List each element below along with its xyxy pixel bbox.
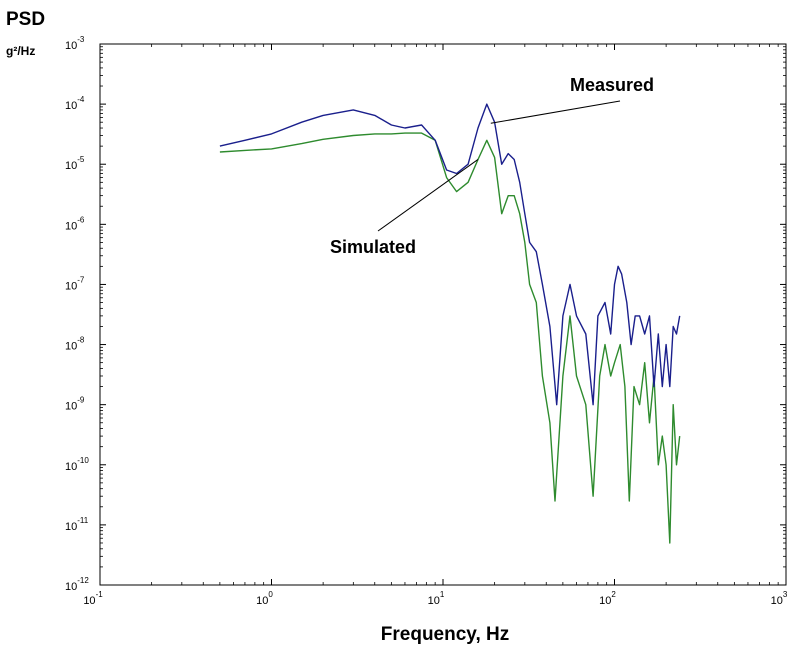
- annotation-group: Measured Simulated: [330, 75, 654, 257]
- tick-group: 10-1 100 101 102 103 10-3 10-4 10-5 10-6 10-7 10-8…: [65, 35, 788, 607]
- y-tick-label: 10-4: [65, 95, 85, 112]
- y-tick-label: 10-12: [65, 576, 89, 593]
- series-line-simulated: [219, 132, 681, 544]
- annotation-leader-simulated: [377, 159, 479, 232]
- x-tick-label: 10-1: [83, 590, 103, 607]
- y-axis-label: g²/Hz: [6, 44, 35, 58]
- y-tick-label: 10-7: [65, 275, 85, 292]
- x-tick-label: 101: [428, 590, 445, 607]
- plot-frame: [99, 43, 787, 586]
- y-tick-label: 10-6: [65, 215, 85, 232]
- y-tick-label: 10-5: [65, 155, 85, 172]
- y-tick-label: 10-8: [65, 336, 85, 353]
- chart-title: PSD: [6, 9, 45, 30]
- annotation-leader-measured: [490, 100, 621, 124]
- x-tick-label: 100: [256, 590, 273, 607]
- x-tick-label: 102: [599, 590, 616, 607]
- y-tick-label: 10-9: [65, 396, 85, 413]
- annotation-measured: Measured: [570, 75, 654, 95]
- y-tick-label: 10-11: [65, 516, 89, 533]
- y-tick-label: 10-10: [65, 456, 89, 473]
- y-tick-label: 10-3: [65, 35, 85, 52]
- series-group: [219, 103, 681, 544]
- annotation-simulated: Simulated: [330, 237, 416, 257]
- x-tick-label: 103: [771, 590, 788, 607]
- x-axis-label: Frequency, Hz: [381, 624, 509, 645]
- series-line-measured: [219, 103, 681, 406]
